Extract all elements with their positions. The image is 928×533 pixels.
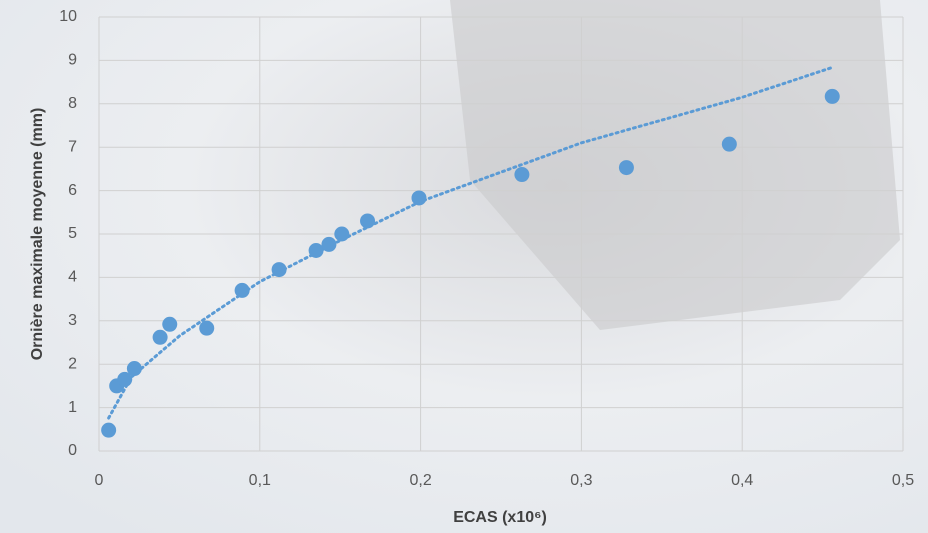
x-tick-label: 0 <box>95 472 104 489</box>
data-point <box>235 283 250 298</box>
data-point <box>127 361 142 376</box>
y-axis-title: Ornière maximale moyenne (mm) <box>29 108 46 361</box>
data-point <box>334 227 349 242</box>
data-point <box>722 137 737 152</box>
y-tick-label: 1 <box>68 399 77 416</box>
x-tick-label: 0,4 <box>731 472 753 489</box>
x-axis-title: ECAS (x10⁶) <box>453 509 547 526</box>
y-tick-label: 0 <box>68 442 77 459</box>
data-point <box>360 213 375 228</box>
data-point <box>619 160 634 175</box>
data-point <box>101 423 116 438</box>
y-tick-label: 4 <box>68 269 77 286</box>
y-tick-label: 7 <box>68 138 77 155</box>
y-tick-label: 10 <box>59 8 77 25</box>
x-tick-label: 0,5 <box>892 472 914 489</box>
x-tick-label: 0,1 <box>249 472 271 489</box>
data-point <box>825 89 840 104</box>
data-point <box>514 167 529 182</box>
data-point <box>411 190 426 205</box>
y-tick-label: 9 <box>68 52 77 69</box>
y-tick-label: 5 <box>68 225 77 242</box>
chart: ECAS (x10⁶) Ornière maximale moyenne (mm… <box>0 0 928 533</box>
y-tick-label: 6 <box>68 182 77 199</box>
data-point <box>153 330 168 345</box>
y-tick-label: 8 <box>68 95 77 112</box>
data-point <box>199 321 214 336</box>
data-point <box>309 243 324 258</box>
data-point <box>162 317 177 332</box>
x-tick-label: 0,2 <box>409 472 431 489</box>
data-point <box>272 262 287 277</box>
x-tick-label: 0,3 <box>570 472 592 489</box>
y-tick-label: 2 <box>68 355 77 372</box>
data-point <box>321 237 336 252</box>
y-tick-label: 3 <box>68 312 77 329</box>
